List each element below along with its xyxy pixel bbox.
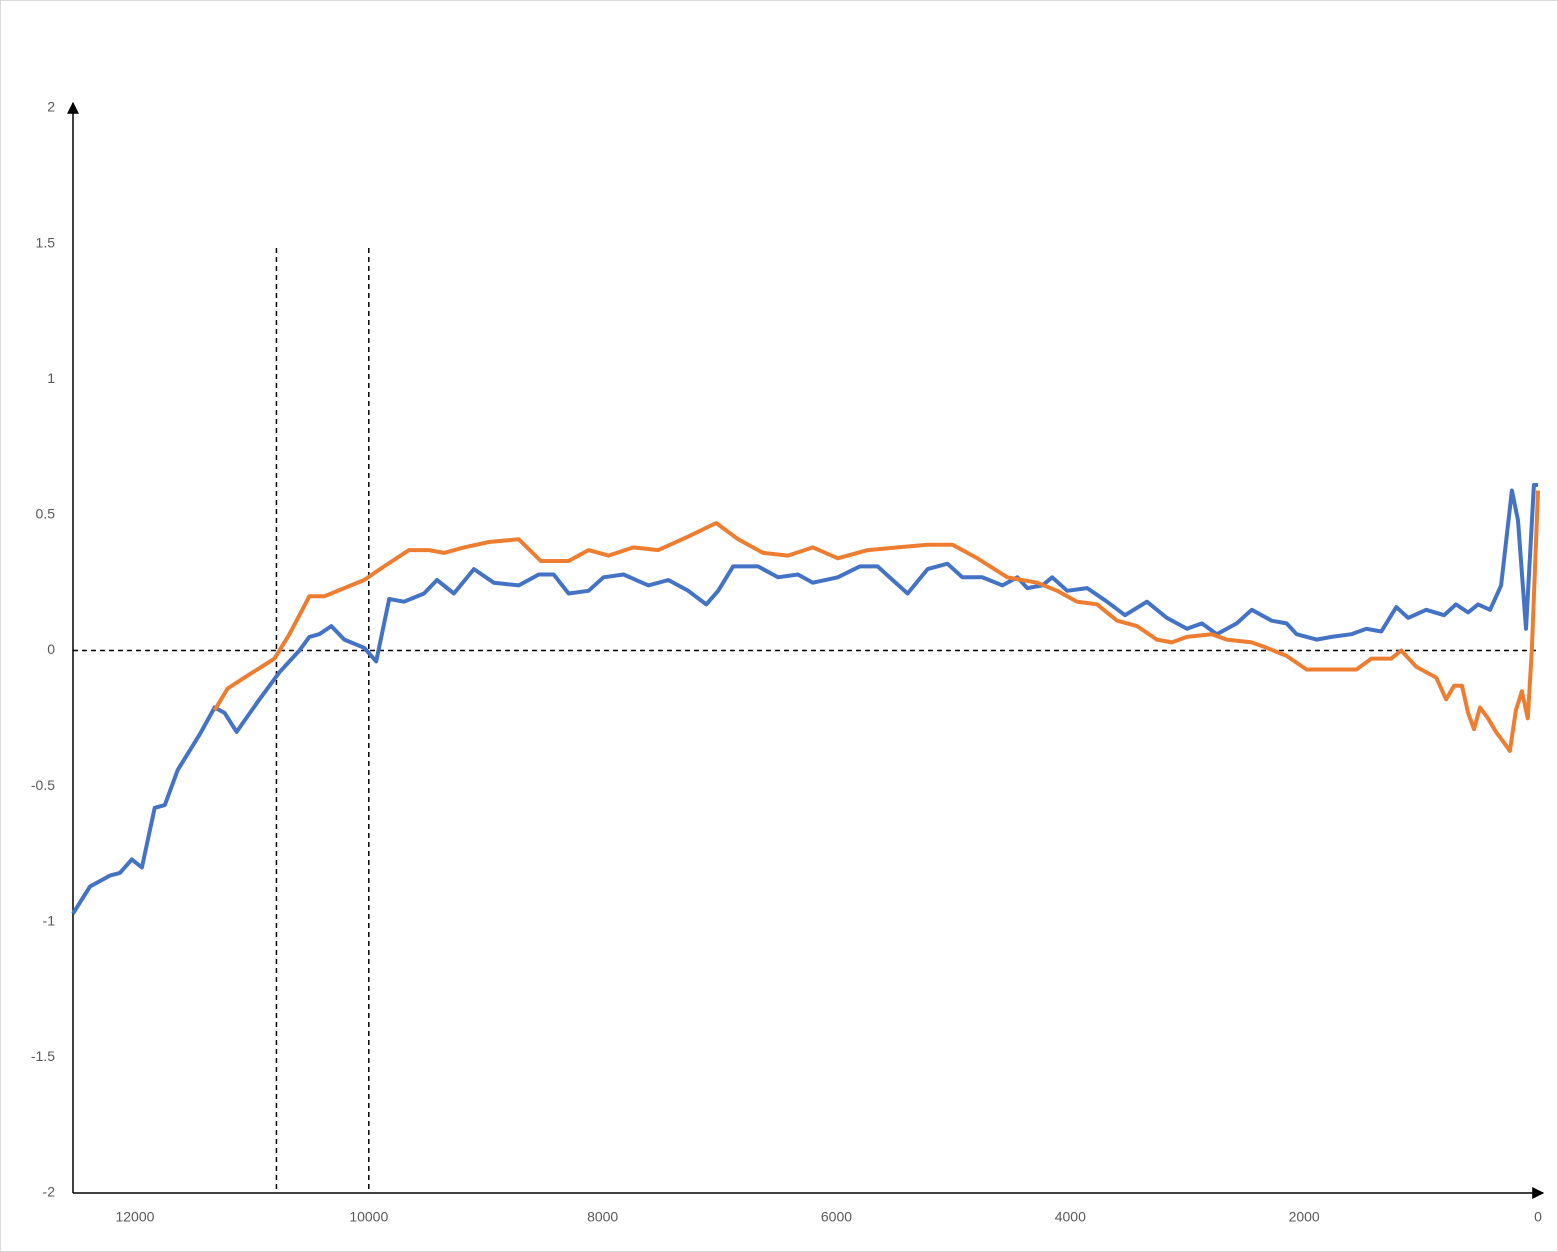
y-tick-label: 1.5	[36, 234, 56, 250]
data-line	[71, 483, 1538, 915]
y-tick-label: -1.5	[31, 1048, 55, 1064]
y-tick-label: 2	[47, 99, 55, 115]
data-line	[212, 490, 1540, 753]
x-tick-label: 0	[1534, 1209, 1542, 1225]
y-tick-label: 0	[47, 641, 55, 657]
x-tick-label: 10000	[349, 1209, 388, 1225]
x-tick-label: 8000	[587, 1209, 618, 1225]
y-tick-label: -2	[43, 1184, 56, 1200]
x-tick-label: 4000	[1055, 1209, 1086, 1225]
y-tick-label: 1	[47, 370, 55, 386]
x-tick-label: 2000	[1289, 1209, 1320, 1225]
y-tick-label: -1	[43, 912, 56, 928]
x-tick-label: 6000	[821, 1209, 852, 1225]
x-tick-label: 12000	[115, 1209, 154, 1225]
y-tick-label: -0.5	[31, 777, 55, 793]
y-tick-label: 0.5	[36, 506, 56, 522]
